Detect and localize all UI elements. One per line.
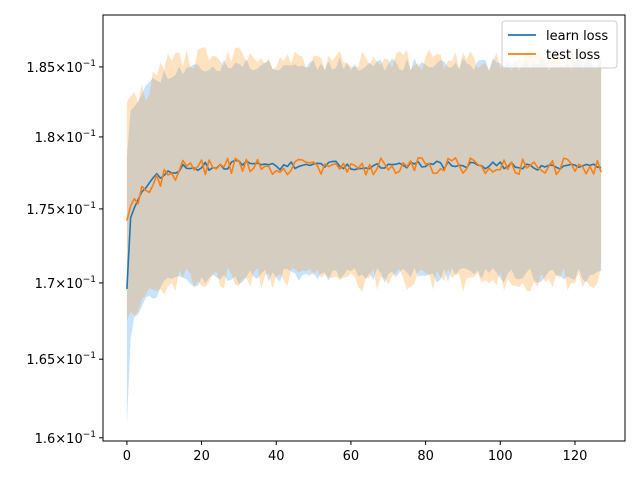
series-lines (126, 157, 602, 290)
y-tick-label: 1.65×10−1 (26, 351, 96, 368)
plot-frame (102, 14, 626, 442)
y-tick-label: 1.85×10−1 (26, 59, 96, 76)
band-learn-loss (126, 57, 602, 426)
x-tick-label: 80 (417, 449, 434, 464)
y-tick-label: 1.8×10−1 (35, 129, 96, 146)
x-axis: 0 20 40 60 80 100 120 (123, 441, 588, 464)
x-tick-label: 120 (563, 449, 588, 464)
y-axis: 1.6×10−1 1.65×10−1 1.7×10−1 1.75×10−1 1.8×10… (26, 59, 103, 447)
y-tick-label: 1.7×10−1 (35, 275, 96, 292)
legend-label-learn-loss: learn loss (546, 29, 608, 44)
legend-label-test-loss: test loss (546, 48, 600, 63)
y-tick-label: 1.6×10−1 (35, 430, 96, 447)
legend: learn loss test loss (501, 20, 618, 69)
x-tick-label: 40 (268, 449, 285, 464)
band-test-loss (126, 47, 602, 321)
x-tick-label: 60 (343, 449, 360, 464)
line-test-loss (126, 157, 602, 221)
legend-box (501, 20, 618, 69)
confidence-bands (126, 47, 602, 426)
x-tick-label: 20 (193, 449, 210, 464)
y-tick-label: 1.75×10−1 (26, 201, 96, 218)
x-tick-label: 100 (488, 449, 513, 464)
x-tick-label: 0 (123, 449, 131, 464)
